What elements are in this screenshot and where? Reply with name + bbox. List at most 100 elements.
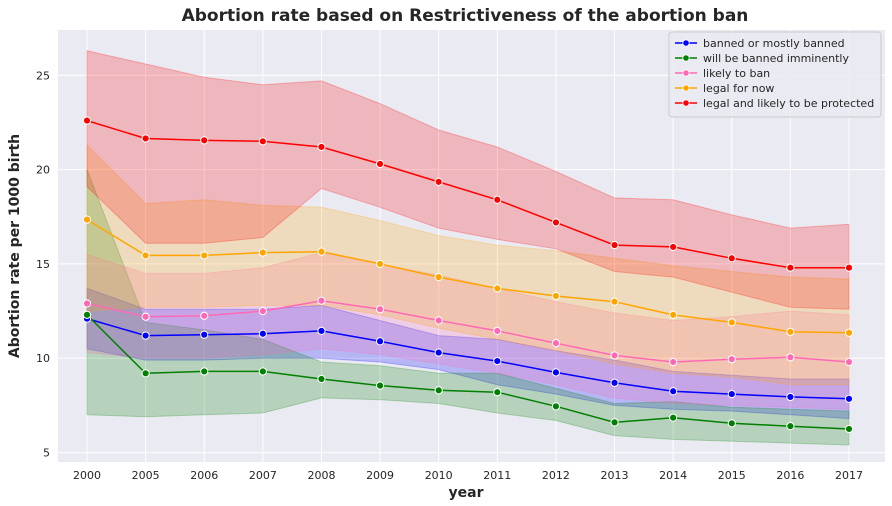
data-point: [493, 326, 502, 335]
series-line: [86, 299, 850, 363]
data-point: [493, 284, 502, 293]
data-point: [317, 247, 326, 256]
data-point: [669, 357, 678, 367]
data-point: [669, 310, 678, 319]
confidence-band: [86, 287, 850, 420]
data-point: [669, 242, 678, 252]
x-axis-title: year: [449, 485, 484, 501]
data-point: [200, 367, 209, 376]
y-tick-label: 25: [36, 69, 50, 82]
data-point: [434, 316, 443, 325]
data-point: [493, 356, 502, 366]
series-line: [86, 317, 850, 400]
data-point: [434, 177, 443, 186]
series-line: [86, 119, 849, 269]
confidence-band: [86, 169, 850, 446]
x-tick-label: 2013: [601, 469, 629, 482]
legend-marker: [682, 69, 690, 77]
legend-label: legal for now: [703, 82, 774, 95]
data-point: [610, 240, 619, 250]
data-point: [258, 306, 267, 316]
data-point: [551, 402, 561, 411]
data-point: [375, 381, 385, 390]
data-point: [551, 218, 561, 227]
data-point: [844, 357, 854, 367]
data-point: [551, 291, 561, 301]
y-tick-labels: 5 10 15 20 25: [36, 69, 50, 459]
data-point: [727, 389, 736, 399]
data-point: [375, 337, 385, 346]
legend-marker: [682, 39, 690, 47]
data-point: [493, 388, 502, 397]
data-point: [434, 273, 443, 282]
data-point: [844, 394, 854, 403]
data-point: [669, 413, 678, 422]
x-tick-label: 2008: [307, 469, 335, 482]
data-point: [82, 116, 92, 125]
data-point: [844, 328, 854, 337]
data-point: [141, 369, 150, 378]
data-point: [610, 418, 619, 427]
y-axis-title: Abortion rate per 1000 birth: [7, 134, 23, 358]
x-tick-label: 2017: [835, 469, 863, 482]
data-point: [258, 329, 267, 338]
x-tick-label: 2011: [483, 469, 511, 482]
legend-box: [668, 31, 882, 118]
data-point: [258, 367, 267, 376]
x-tick-label: 2012: [542, 469, 570, 482]
data-point: [317, 326, 326, 335]
chart-title: Abortion rate based on Restrictiveness o…: [182, 6, 749, 26]
data-point: [82, 310, 92, 319]
x-tick-label: 2009: [366, 469, 394, 482]
series-markers: [82, 116, 854, 434]
confidence-band: [86, 50, 850, 310]
data-point: [727, 355, 736, 364]
data-point: [258, 137, 267, 146]
data-point: [551, 339, 561, 348]
x-tick-label: 2014: [659, 469, 687, 482]
data-point: [258, 248, 267, 257]
x-tick-label: 2015: [718, 469, 746, 482]
data-point: [141, 331, 150, 340]
data-point: [669, 387, 678, 396]
data-point: [551, 368, 561, 377]
data-point: [141, 312, 150, 321]
data-point: [375, 305, 385, 314]
data-point: [141, 251, 150, 260]
data-point: [727, 419, 736, 428]
data-point: [200, 330, 209, 339]
data-point: [844, 424, 854, 434]
data-point: [786, 353, 795, 362]
legend: banned or mostly banned will be banned im…: [668, 31, 882, 118]
x-tick-label: 2005: [132, 469, 160, 482]
x-tick-label: 2016: [776, 469, 804, 482]
y-tick-label: 20: [36, 164, 50, 177]
data-point: [82, 215, 92, 224]
data-point: [786, 422, 795, 431]
data-point: [317, 142, 326, 152]
data-point: [844, 263, 854, 272]
data-point: [141, 134, 150, 143]
data-point: [200, 251, 209, 260]
data-point: [610, 351, 619, 360]
data-point: [434, 348, 443, 357]
data-point: [727, 254, 736, 263]
data-point: [727, 318, 736, 327]
data-point: [610, 297, 619, 306]
data-point: [786, 263, 795, 272]
data-point: [786, 327, 795, 336]
data-point: [786, 392, 795, 402]
confidence-bands: [86, 50, 850, 446]
series-line: [86, 218, 850, 334]
data-point: [375, 259, 385, 269]
legend-label: banned or mostly banned: [703, 37, 845, 50]
x-tick-label: 2000: [73, 469, 101, 482]
legend-label: will be banned imminently: [703, 52, 849, 65]
legend-marker: [682, 54, 690, 62]
x-tick-label: 2010: [425, 469, 453, 482]
y-tick-label: 5: [43, 447, 50, 460]
y-tick-label: 10: [36, 352, 50, 365]
series-line: [86, 314, 850, 430]
x-tick-label: 2006: [190, 469, 218, 482]
